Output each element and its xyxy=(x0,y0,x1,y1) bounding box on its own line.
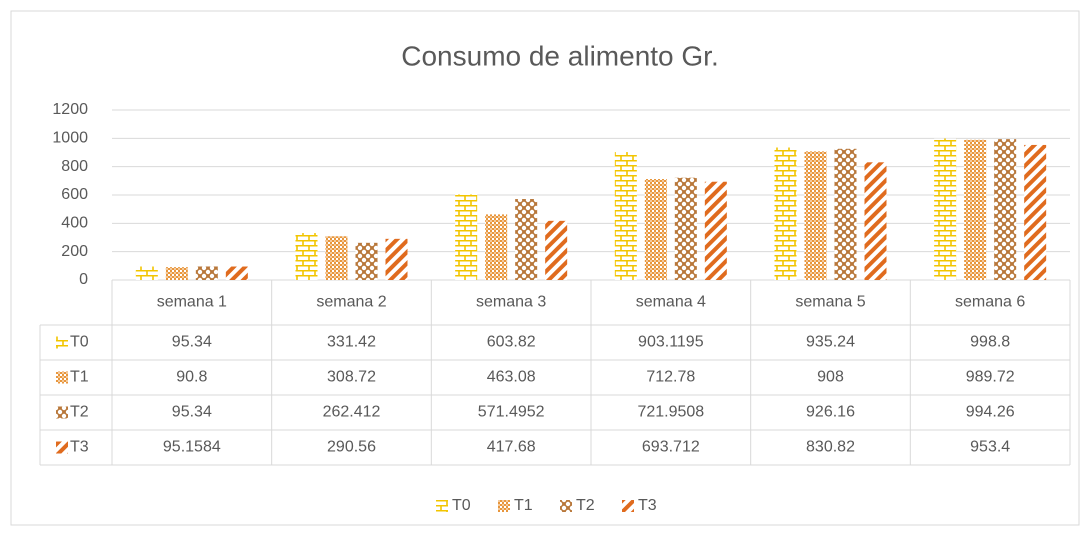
y-tick-label: 0 xyxy=(79,271,88,288)
x-tick-label: semana 4 xyxy=(636,294,706,311)
bar xyxy=(644,179,667,280)
legend-key xyxy=(622,500,634,512)
table-cell: 90.8 xyxy=(176,369,207,386)
table-series-label: T1 xyxy=(70,369,89,386)
x-tick-label: semana 6 xyxy=(955,294,1025,311)
table-cell: 95.34 xyxy=(172,404,212,421)
bar xyxy=(864,162,887,280)
table-series-label: T0 xyxy=(70,334,89,351)
chart-border xyxy=(10,10,1080,526)
legend-label: T1 xyxy=(514,497,533,514)
table-series-label: T3 xyxy=(70,439,89,456)
bar xyxy=(295,233,318,280)
x-tick-label: semana 2 xyxy=(316,294,386,311)
table-cell: 693.712 xyxy=(642,439,700,456)
bar xyxy=(774,147,797,280)
table-legend-key xyxy=(56,336,68,349)
bar xyxy=(1024,144,1047,280)
bar xyxy=(834,148,857,280)
table-legend-key xyxy=(56,406,68,419)
table-cell: 994.26 xyxy=(966,404,1015,421)
y-tick-label: 200 xyxy=(61,243,88,260)
bar xyxy=(385,238,408,280)
y-tick-label: 1200 xyxy=(52,101,88,118)
table-cell: 953.4 xyxy=(970,439,1010,456)
bar xyxy=(804,151,827,280)
bar xyxy=(545,220,568,280)
legend-key xyxy=(498,500,510,512)
table-cell: 908 xyxy=(817,369,844,386)
bar xyxy=(135,266,158,280)
table-cell: 571.4952 xyxy=(478,404,545,421)
bar xyxy=(994,139,1017,280)
y-tick-label: 600 xyxy=(61,186,88,203)
bar xyxy=(515,199,538,280)
bar xyxy=(355,242,378,280)
legend-key xyxy=(436,500,448,512)
table-cell: 262.412 xyxy=(323,404,381,421)
y-tick-label: 800 xyxy=(61,158,88,175)
legend-label: T3 xyxy=(638,497,657,514)
table-cell: 721.9508 xyxy=(637,404,704,421)
bar xyxy=(485,214,508,280)
y-tick-label: 1000 xyxy=(52,130,88,147)
table-cell: 331.42 xyxy=(327,334,376,351)
table-cell: 926.16 xyxy=(806,404,855,421)
table-cell: 935.24 xyxy=(806,334,855,351)
table-cell: 290.56 xyxy=(327,439,376,456)
table-legend-key xyxy=(56,441,68,454)
table-series-label: T2 xyxy=(70,404,89,421)
bar xyxy=(165,267,188,280)
table-cell: 603.82 xyxy=(487,334,536,351)
table-cell: 830.82 xyxy=(806,439,855,456)
bar xyxy=(325,236,348,280)
table-cell: 903.1195 xyxy=(638,334,704,351)
table-cell: 989.72 xyxy=(966,369,1015,386)
bar xyxy=(704,181,727,280)
table-cell: 463.08 xyxy=(487,369,536,386)
table-cell: 417.68 xyxy=(487,439,536,456)
bar xyxy=(614,152,637,280)
table-cell: 95.1584 xyxy=(163,439,221,456)
legend-key xyxy=(560,500,572,512)
chart-title: Consumo de alimento Gr. xyxy=(401,40,719,71)
y-tick-label: 400 xyxy=(61,215,88,232)
legend-label: T2 xyxy=(576,497,595,514)
x-tick-label: semana 5 xyxy=(795,294,865,311)
legend-label: T0 xyxy=(452,497,471,514)
table-legend-key xyxy=(56,371,68,384)
bar xyxy=(455,194,478,280)
bar xyxy=(964,139,987,280)
bar xyxy=(195,266,218,280)
table-cell: 998.8 xyxy=(970,334,1010,351)
table-cell: 712.78 xyxy=(646,369,695,386)
x-tick-label: semana 3 xyxy=(476,294,546,311)
table-cell: 95.34 xyxy=(172,334,212,351)
bar xyxy=(674,177,697,280)
x-tick-label: semana 1 xyxy=(157,294,227,311)
bar xyxy=(934,138,957,280)
bar xyxy=(225,266,248,280)
table-cell: 308.72 xyxy=(327,369,376,386)
